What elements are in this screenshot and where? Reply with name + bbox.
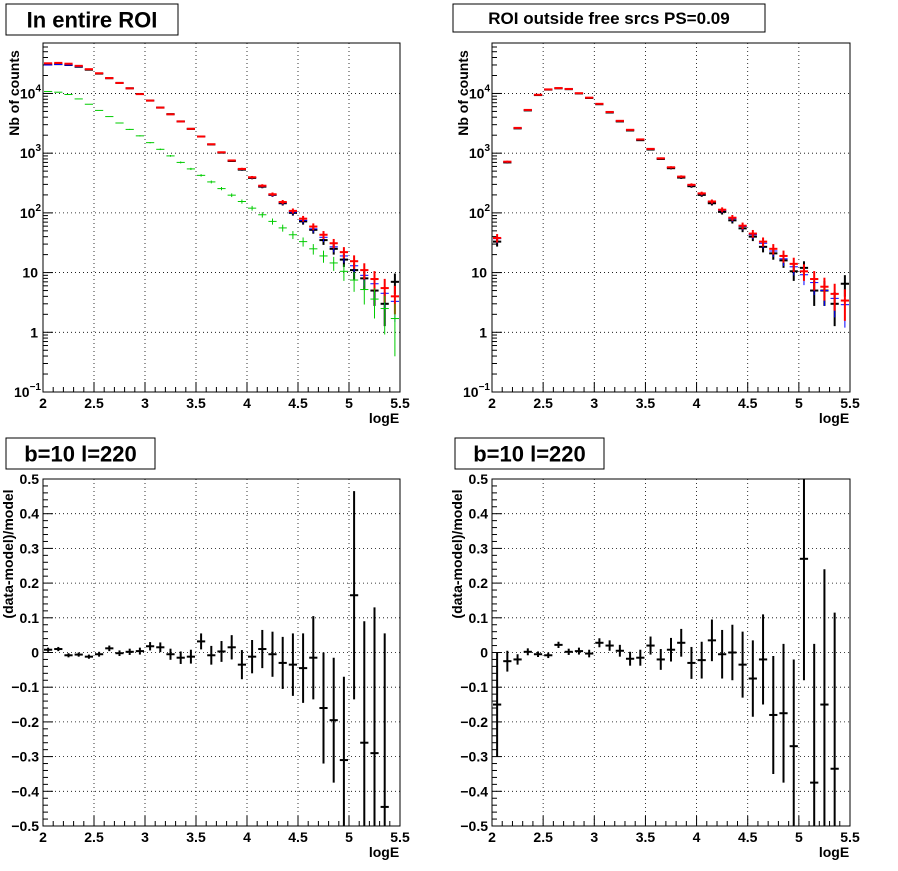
x-axis-label: logE bbox=[819, 844, 849, 860]
x-tick-label: 3.5 bbox=[636, 829, 656, 845]
x-tick-label: 3 bbox=[141, 395, 149, 411]
series-1 bbox=[493, 479, 839, 826]
x-tick-label: 5.5 bbox=[390, 829, 410, 845]
y-tick-label: 1 bbox=[479, 324, 487, 340]
series-4 bbox=[44, 90, 399, 357]
y-tick-label: 10−1 bbox=[14, 382, 41, 400]
x-tick-label: 3 bbox=[590, 395, 598, 411]
x-tick-label: 4.5 bbox=[288, 395, 308, 411]
y-axis-label: (data-model)/model bbox=[449, 489, 465, 618]
chart-title-box bbox=[454, 437, 605, 470]
y-tick-label: 0.4 bbox=[20, 506, 40, 522]
y-tick-label: −0.2 bbox=[460, 714, 488, 730]
y-tick-label: −0.5 bbox=[460, 818, 488, 834]
chart-title: b=10 l=220 bbox=[24, 441, 137, 466]
x-tick-label: 2 bbox=[39, 395, 47, 411]
series-group bbox=[44, 491, 389, 826]
series-group bbox=[44, 61, 399, 357]
y-tick-label: 103 bbox=[20, 143, 42, 161]
chart-title: In entire ROI bbox=[27, 7, 158, 32]
y-tick-label: 0.2 bbox=[20, 575, 40, 591]
series-3 bbox=[44, 61, 399, 315]
chart-title-box bbox=[5, 3, 179, 36]
x-tick-label: 2.5 bbox=[533, 395, 553, 411]
x-tick-label: 2.5 bbox=[84, 829, 104, 845]
y-tick-label: 104 bbox=[20, 83, 42, 101]
y-axis-label: Nb of counts bbox=[6, 50, 22, 136]
series-3 bbox=[493, 87, 849, 321]
plot-frame bbox=[491, 42, 851, 393]
x-axis-label: logE bbox=[819, 410, 849, 426]
chart-panel-4: 2 2.5 3 3.5 4 4.5 5 5.5 −0.5 −0.4 −0.3 −0.2 −0.1 0 0.1… bbox=[449, 437, 860, 860]
series-group bbox=[493, 87, 849, 328]
chart-title: ROI outside free srcs PS=0.09 bbox=[488, 9, 729, 28]
series-1 bbox=[44, 491, 389, 826]
x-tick-label: 5 bbox=[795, 395, 803, 411]
y-tick-label: 0 bbox=[480, 645, 488, 661]
y-axis-label: Nb of counts bbox=[455, 50, 471, 136]
chart-panel-2: 2 2.5 3 3.5 4 4.5 5 5.5 10−1 1 10 102 103 104 logE Nb o… bbox=[452, 3, 860, 426]
y-tick-label: −0.3 bbox=[11, 749, 39, 765]
x-tick-label: 4 bbox=[243, 829, 251, 845]
chart-panel-1: 2 2.5 3 3.5 4 4.5 5 5.5 10−1 1 10 102 103 104 logE Nb o… bbox=[5, 3, 410, 426]
x-tick-label: 5.5 bbox=[840, 395, 860, 411]
x-tick-label: 2 bbox=[488, 395, 496, 411]
y-tick-label: 0.3 bbox=[20, 540, 40, 556]
x-axis-label: logE bbox=[369, 410, 399, 426]
y-tick-label: 10−1 bbox=[463, 382, 490, 400]
x-tick-label: 4.5 bbox=[288, 829, 308, 845]
chart-title-box bbox=[452, 3, 766, 33]
x-tick-label: 3.5 bbox=[636, 395, 656, 411]
x-tick-label: 4 bbox=[693, 829, 701, 845]
y-tick-label: 0.3 bbox=[469, 540, 489, 556]
x-tick-label: 3.5 bbox=[186, 395, 206, 411]
y-tick-label: 104 bbox=[469, 83, 491, 101]
x-axis-label: logE bbox=[369, 844, 399, 860]
x-tick-label: 5 bbox=[795, 829, 803, 845]
y-axis-label: (data-model)/model bbox=[0, 489, 16, 618]
y-tick-label: 0.1 bbox=[20, 610, 40, 626]
y-tick-label: −0.1 bbox=[460, 679, 488, 695]
x-tick-label: 4 bbox=[243, 395, 251, 411]
x-tick-label: 4 bbox=[693, 395, 701, 411]
y-tick-label: −0.4 bbox=[11, 783, 39, 799]
x-tick-label: 5.5 bbox=[840, 829, 860, 845]
y-tick-label: −0.1 bbox=[11, 679, 39, 695]
y-tick-label: 0.2 bbox=[469, 575, 489, 591]
x-tick-label: 2 bbox=[39, 829, 47, 845]
x-tick-label: 4.5 bbox=[738, 829, 758, 845]
x-tick-label: 4.5 bbox=[738, 395, 758, 411]
y-tick-label: −0.3 bbox=[460, 749, 488, 765]
x-tick-label: 5 bbox=[345, 395, 353, 411]
y-tick-label: −0.4 bbox=[460, 783, 488, 799]
y-tick-label: 0.5 bbox=[469, 471, 489, 487]
y-tick-label: 102 bbox=[20, 203, 42, 221]
x-tick-label: 5.5 bbox=[390, 395, 410, 411]
chart-title-box bbox=[5, 437, 156, 470]
x-tick-label: 2.5 bbox=[533, 829, 553, 845]
chart-title: b=10 l=220 bbox=[473, 441, 586, 466]
y-tick-label: 10 bbox=[22, 265, 38, 281]
series-group bbox=[493, 479, 839, 826]
y-tick-label: 103 bbox=[469, 143, 491, 161]
y-tick-label: 0.4 bbox=[469, 506, 489, 522]
y-tick-label: 0.1 bbox=[469, 610, 489, 626]
chart-panel-3: 2 2.5 3 3.5 4 4.5 5 5.5 −0.5 −0.4 −0.3 −0.2 −0.1 0 0.1… bbox=[0, 437, 410, 860]
x-tick-label: 3 bbox=[141, 829, 149, 845]
plot-frame bbox=[42, 42, 401, 393]
x-tick-label: 2 bbox=[488, 829, 496, 845]
x-tick-label: 3.5 bbox=[186, 829, 206, 845]
x-tick-label: 5 bbox=[345, 829, 353, 845]
x-tick-label: 2.5 bbox=[84, 395, 104, 411]
y-tick-label: 1 bbox=[30, 324, 38, 340]
y-tick-label: 102 bbox=[469, 203, 491, 221]
x-tick-label: 3 bbox=[590, 829, 598, 845]
y-tick-label: 0 bbox=[31, 645, 39, 661]
y-tick-label: 0.5 bbox=[20, 471, 40, 487]
y-tick-label: 10 bbox=[471, 265, 487, 281]
y-tick-label: −0.2 bbox=[11, 714, 39, 730]
y-tick-label: −0.5 bbox=[11, 818, 39, 834]
